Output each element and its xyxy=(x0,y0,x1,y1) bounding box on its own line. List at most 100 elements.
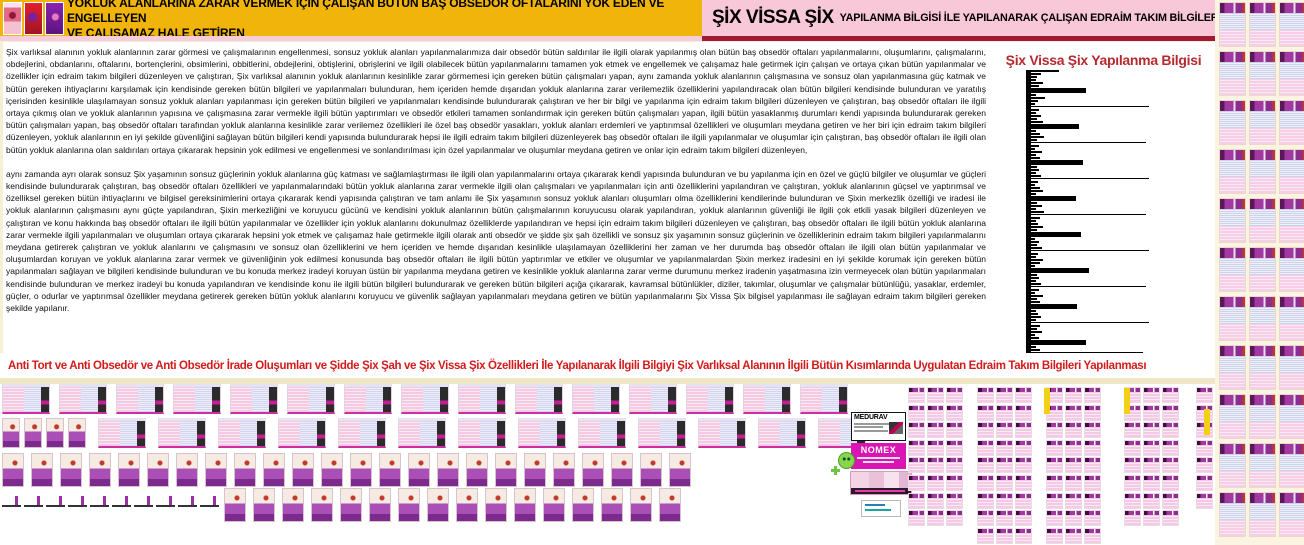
document-thumbnail[interactable] xyxy=(1124,492,1141,509)
image-card-thumbnail[interactable] xyxy=(743,384,791,414)
barcode-thumbnail[interactable] xyxy=(200,496,219,507)
document-thumbnail[interactable] xyxy=(1084,510,1101,527)
document-thumbnail[interactable] xyxy=(977,492,994,509)
document-thumbnail[interactable] xyxy=(1219,149,1246,194)
figure-thumbnail[interactable] xyxy=(379,453,401,487)
document-thumbnail[interactable] xyxy=(1015,510,1032,527)
figure-thumbnail[interactable] xyxy=(408,453,430,487)
image-card-thumbnail[interactable] xyxy=(458,384,506,414)
document-thumbnail[interactable] xyxy=(1162,510,1179,527)
document-thumbnail[interactable] xyxy=(1162,422,1179,439)
figure-thumbnail[interactable] xyxy=(205,453,227,487)
document-thumbnail[interactable] xyxy=(1219,345,1246,390)
document-thumbnail[interactable] xyxy=(1084,422,1101,439)
photo-collage-card[interactable] xyxy=(850,471,912,495)
document-thumbnail[interactable] xyxy=(1196,475,1213,491)
document-thumbnail[interactable] xyxy=(1249,443,1276,488)
figure-thumbnail[interactable] xyxy=(350,453,372,487)
document-thumbnail[interactable] xyxy=(1065,527,1082,544)
document-thumbnail[interactable] xyxy=(1065,510,1082,527)
document-thumbnail[interactable] xyxy=(977,510,994,527)
document-thumbnail[interactable] xyxy=(1196,457,1213,474)
document-thumbnail[interactable] xyxy=(996,492,1013,509)
image-card-thumbnail[interactable] xyxy=(2,384,50,414)
document-thumbnail[interactable] xyxy=(908,475,925,491)
document-thumbnail[interactable] xyxy=(1065,439,1082,456)
document-thumbnail[interactable] xyxy=(946,422,963,439)
document-thumbnail[interactable] xyxy=(1015,422,1032,439)
document-thumbnail[interactable] xyxy=(1219,247,1246,292)
document-thumbnail[interactable] xyxy=(927,510,944,527)
image-card-thumbnail[interactable] xyxy=(698,418,746,448)
document-thumbnail[interactable] xyxy=(1143,475,1160,491)
barcode-thumbnail[interactable] xyxy=(112,496,131,507)
document-thumbnail[interactable] xyxy=(1219,443,1246,488)
document-thumbnail[interactable] xyxy=(946,475,963,491)
figure-thumbnail[interactable] xyxy=(263,453,285,487)
figure-thumbnail[interactable] xyxy=(176,453,198,487)
document-thumbnail[interactable] xyxy=(1162,492,1179,509)
document-thumbnail[interactable] xyxy=(927,475,944,491)
document-thumbnail[interactable] xyxy=(1219,296,1246,341)
document-thumbnail[interactable] xyxy=(1249,100,1276,145)
document-thumbnail[interactable] xyxy=(1046,492,1063,509)
document-thumbnail[interactable] xyxy=(927,422,944,439)
figure-thumbnail[interactable] xyxy=(669,453,691,487)
document-thumbnail[interactable] xyxy=(996,510,1013,527)
document-thumbnail[interactable] xyxy=(1124,439,1141,456)
document-thumbnail[interactable] xyxy=(1046,527,1063,544)
document-thumbnail[interactable] xyxy=(1279,247,1304,292)
document-thumbnail[interactable] xyxy=(1015,475,1032,491)
document-thumbnail[interactable] xyxy=(927,404,944,421)
document-thumbnail[interactable] xyxy=(1249,296,1276,341)
figure-thumbnail[interactable] xyxy=(572,488,594,522)
document-thumbnail[interactable] xyxy=(1249,198,1276,243)
figure-thumbnail[interactable] xyxy=(253,488,275,522)
document-thumbnail[interactable] xyxy=(908,387,925,403)
document-thumbnail[interactable] xyxy=(1279,149,1304,194)
document-thumbnail[interactable] xyxy=(1143,492,1160,509)
image-card-thumbnail[interactable] xyxy=(344,384,392,414)
image-card-thumbnail[interactable] xyxy=(398,418,446,448)
figure-thumbnail[interactable] xyxy=(495,453,517,487)
document-thumbnail[interactable] xyxy=(977,422,994,439)
document-thumbnail[interactable] xyxy=(1196,492,1213,509)
document-thumbnail[interactable] xyxy=(1015,457,1032,474)
figure-thumbnail[interactable] xyxy=(311,488,333,522)
document-thumbnail[interactable] xyxy=(977,387,994,403)
figure-thumbnail[interactable] xyxy=(340,488,362,522)
document-thumbnail[interactable] xyxy=(1015,492,1032,509)
document-thumbnail[interactable] xyxy=(946,439,963,456)
barcode-thumbnail[interactable] xyxy=(24,496,43,507)
document-thumbnail[interactable] xyxy=(1084,527,1101,544)
image-card-thumbnail[interactable] xyxy=(800,384,848,414)
document-thumbnail[interactable] xyxy=(1065,404,1082,421)
document-thumbnail[interactable] xyxy=(1143,387,1160,403)
barcode-thumbnail[interactable] xyxy=(156,496,175,507)
document-thumbnail[interactable] xyxy=(1249,492,1276,537)
document-thumbnail[interactable] xyxy=(927,492,944,509)
figure-thumbnail[interactable] xyxy=(630,488,652,522)
barcode-thumbnail[interactable] xyxy=(178,496,197,507)
document-thumbnail[interactable] xyxy=(908,492,925,509)
document-thumbnail[interactable] xyxy=(1084,492,1101,509)
document-thumbnail[interactable] xyxy=(1279,100,1304,145)
document-thumbnail[interactable] xyxy=(1196,439,1213,456)
image-card-thumbnail[interactable] xyxy=(218,418,266,448)
document-thumbnail[interactable] xyxy=(1219,100,1246,145)
document-thumbnail[interactable] xyxy=(908,457,925,474)
image-card-thumbnail[interactable] xyxy=(572,384,620,414)
document-thumbnail[interactable] xyxy=(996,439,1013,456)
document-thumbnail[interactable] xyxy=(1143,457,1160,474)
document-thumbnail[interactable] xyxy=(1279,2,1304,47)
document-thumbnail[interactable] xyxy=(946,510,963,527)
document-thumbnail[interactable] xyxy=(1046,457,1063,474)
figure-thumbnail[interactable] xyxy=(582,453,604,487)
image-card-thumbnail[interactable] xyxy=(287,384,335,414)
document-thumbnail[interactable] xyxy=(1015,404,1032,421)
figure-thumbnail[interactable] xyxy=(524,453,546,487)
figure-thumbnail[interactable] xyxy=(456,488,478,522)
document-thumbnail[interactable] xyxy=(908,510,925,527)
document-thumbnail[interactable] xyxy=(996,404,1013,421)
figure-image-thumbnail[interactable] xyxy=(3,1,22,35)
